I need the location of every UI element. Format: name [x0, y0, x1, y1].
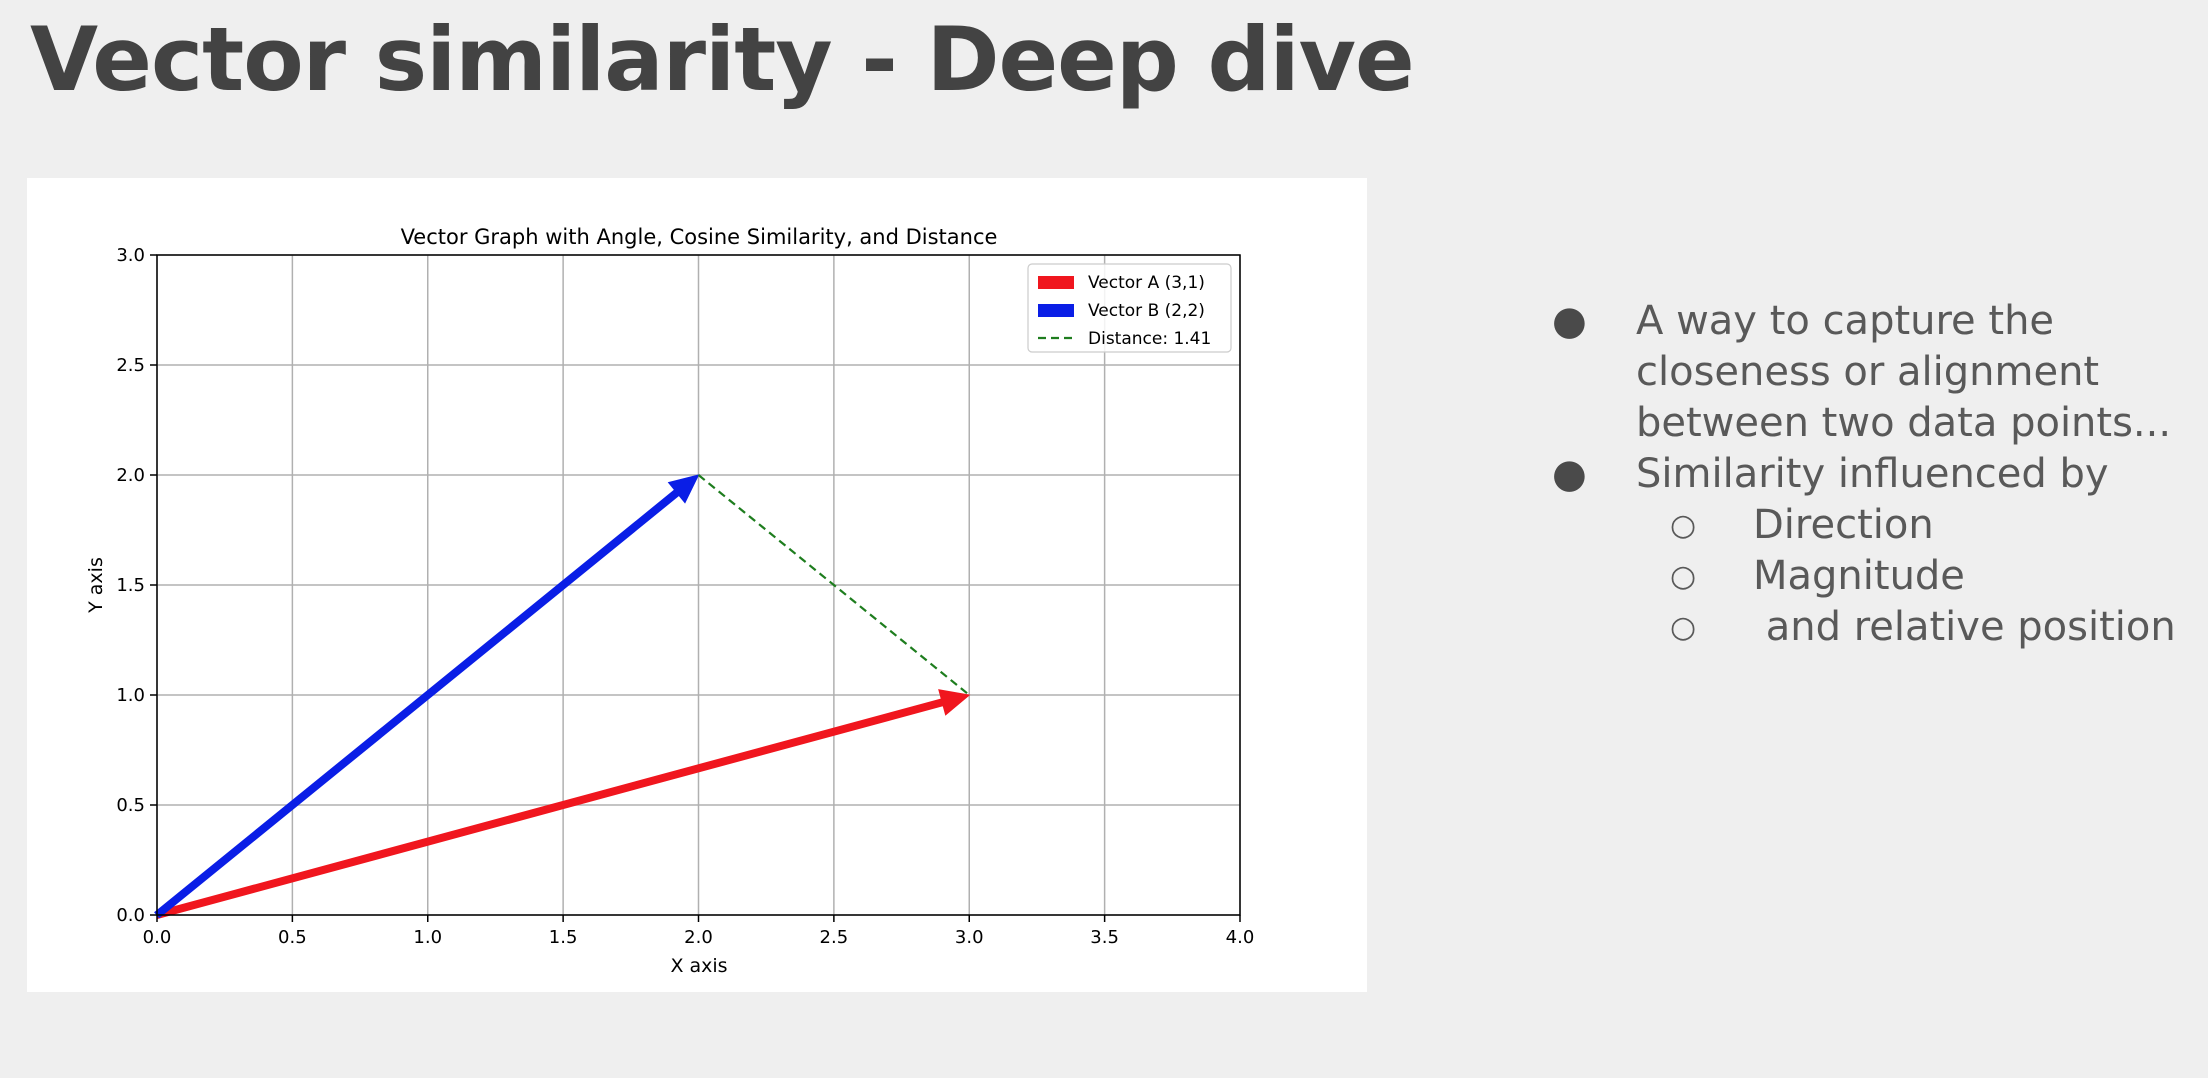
- x-axis-label: X axis: [670, 955, 727, 977]
- sub-bullet-direction: ○ Direction: [1540, 500, 2200, 551]
- legend: Vector A (3,1) Vector B (2,2) Distance: 1.…: [1027, 263, 1232, 353]
- bullet-item-definition: ● A way to capture the closeness or alig…: [1540, 296, 2200, 449]
- sub-bullet-relative-position: ○ and relative position: [1540, 602, 2200, 653]
- x-tick-label: 3.5: [1090, 927, 1119, 948]
- sub-bullet-text: Direction: [1753, 502, 1934, 548]
- bullet-list: ● A way to capture the closeness or alig…: [1540, 296, 2200, 653]
- x-tick-label: 3.0: [955, 927, 984, 948]
- y-tick-label: 2.0: [116, 465, 145, 486]
- vector-arrow-1: [154, 474, 700, 919]
- sub-bullet-magnitude: ○ Magnitude: [1540, 551, 2200, 602]
- chart-figure: Vector Graph with Angle, Cosine Similari…: [27, 178, 1367, 992]
- x-tick-label: 4.0: [1226, 927, 1255, 948]
- bullet-item-influence: ● Similarity influenced by: [1540, 449, 2200, 500]
- slide-title: Vector similarity - Deep dive: [30, 8, 1415, 111]
- distance-line: [697, 474, 970, 696]
- y-tick-label: 0.0: [116, 905, 145, 926]
- y-axis-label: Y axis: [85, 557, 107, 614]
- y-tick-label: 3.0: [116, 245, 145, 266]
- y-tick-label: 2.5: [116, 355, 145, 376]
- bullet-dot-icon: ●: [1552, 298, 1587, 344]
- x-tick-label: 2.0: [684, 927, 713, 948]
- y-tick-label: 1.5: [116, 575, 145, 596]
- y-tick-label: 0.5: [116, 795, 145, 816]
- bullet-text: A way to capture the closeness or alignm…: [1636, 298, 2172, 446]
- grid-lines: [156, 254, 1241, 916]
- x-tick-label: 0.0: [143, 927, 172, 948]
- vector-arrow-0: [155, 689, 971, 919]
- data-marks: [154, 474, 971, 919]
- sub-bullet-text: Magnitude: [1753, 553, 1965, 599]
- bullet-text: Similarity influenced by: [1636, 451, 2109, 497]
- sub-bullet-circle-icon: ○: [1670, 559, 1697, 594]
- x-tick-label: 0.5: [278, 927, 307, 948]
- legend-swatch: [1038, 276, 1074, 289]
- legend-label: Vector A (3,1): [1088, 273, 1205, 293]
- x-tick-label: 1.0: [413, 927, 442, 948]
- legend-label: Vector B (2,2): [1088, 301, 1205, 321]
- sub-bullet-text: and relative position: [1753, 604, 2176, 650]
- chart-title: Vector Graph with Angle, Cosine Similari…: [401, 225, 998, 249]
- legend-box: [1027, 263, 1232, 353]
- sub-bullet-circle-icon: ○: [1670, 610, 1697, 645]
- x-tick-label: 2.5: [820, 927, 849, 948]
- axis-ticks: 0.0 0.5 1.0 1.5 2.0 2.5 3.0 3.5 4.0 0.0 0.5 1.0 1.5 2…: [116, 245, 1254, 948]
- legend-label: Distance: 1.41: [1088, 329, 1211, 349]
- bullet-dot-icon: ●: [1552, 451, 1587, 497]
- legend-swatch: [1038, 304, 1074, 317]
- y-tick-label: 1.0: [116, 685, 145, 706]
- vector-chart: Vector Graph with Angle, Cosine Similari…: [85, 225, 1254, 977]
- sub-bullet-circle-icon: ○: [1670, 508, 1697, 543]
- x-tick-label: 1.5: [549, 927, 578, 948]
